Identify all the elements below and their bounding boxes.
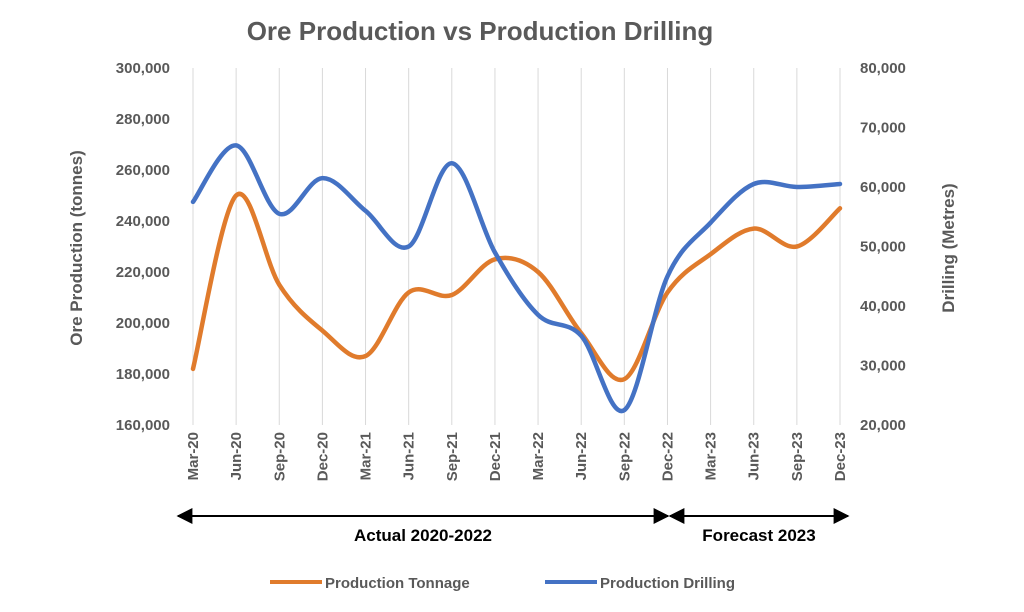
x-tick-label: Jun-22 (573, 432, 590, 480)
x-tick-label: Sep-20 (271, 432, 288, 481)
period-arrows: Actual 2020-2022 Forecast 2023 (176, 508, 850, 545)
left-axis-title: Ore Production (tonnes) (67, 150, 86, 346)
x-tick-label: Dec-21 (487, 432, 504, 481)
x-tick-label: Mar-23 (703, 432, 720, 480)
left-tick-label: 200,000 (116, 315, 170, 332)
left-tick-label: 220,000 (116, 264, 170, 281)
left-tick-label: 300,000 (116, 60, 170, 77)
left-tick-label: 280,000 (116, 111, 170, 128)
x-tick-label: Mar-22 (530, 432, 547, 480)
right-tick-label: 70,000 (860, 120, 906, 137)
right-tick-label: 80,000 (860, 60, 906, 77)
series-lines (190, 143, 843, 414)
x-axis-ticks: Mar-20 Jun-20 Sep-20 Dec-20 Mar-21 Jun-21 Sep-… (185, 432, 849, 481)
x-tick-label: Jun-20 (228, 432, 245, 480)
legend-label: Production Drilling (600, 575, 735, 592)
production-drilling-line (190, 143, 843, 414)
period-label: Actual 2020-2022 (354, 526, 492, 545)
right-tick-label: 30,000 (860, 358, 906, 375)
right-axis-ticks: 20,000 30,000 40,000 50,000 60,000 70,000 80,0… (860, 60, 906, 434)
period-label: Forecast 2023 (702, 526, 815, 545)
right-tick-label: 50,000 (860, 239, 906, 256)
left-tick-label: 240,000 (116, 213, 170, 230)
right-tick-label: 60,000 (860, 179, 906, 196)
x-tick-label: Jun-21 (401, 432, 418, 480)
x-tick-label: Jun-23 (746, 432, 763, 480)
x-tick-label: Mar-21 (358, 432, 375, 480)
left-tick-label: 160,000 (116, 417, 170, 434)
legend-label: Production Tonnage (325, 575, 470, 592)
x-tick-label: Dec-20 (314, 432, 331, 481)
left-axis-ticks: 160,000 180,000 200,000 220,000 240,000 260,0… (116, 60, 170, 434)
left-tick-label: 260,000 (116, 162, 170, 179)
x-tick-label: Sep-21 (444, 432, 461, 481)
x-tick-label: Dec-23 (832, 432, 849, 481)
chart-title: Ore Production vs Production Drilling (247, 16, 714, 46)
legend: Production Tonnage Production Drilling (270, 575, 735, 592)
x-tick-label: Mar-20 (185, 432, 202, 480)
x-tick-label: Dec-22 (659, 432, 676, 481)
right-tick-label: 40,000 (860, 298, 906, 315)
left-tick-label: 180,000 (116, 366, 170, 383)
x-tick-label: Sep-22 (616, 432, 633, 481)
x-tick-label: Sep-23 (789, 432, 806, 481)
right-axis-title: Drilling (Metres) (939, 183, 958, 312)
grid-lines (192, 68, 841, 425)
right-tick-label: 20,000 (860, 417, 906, 434)
